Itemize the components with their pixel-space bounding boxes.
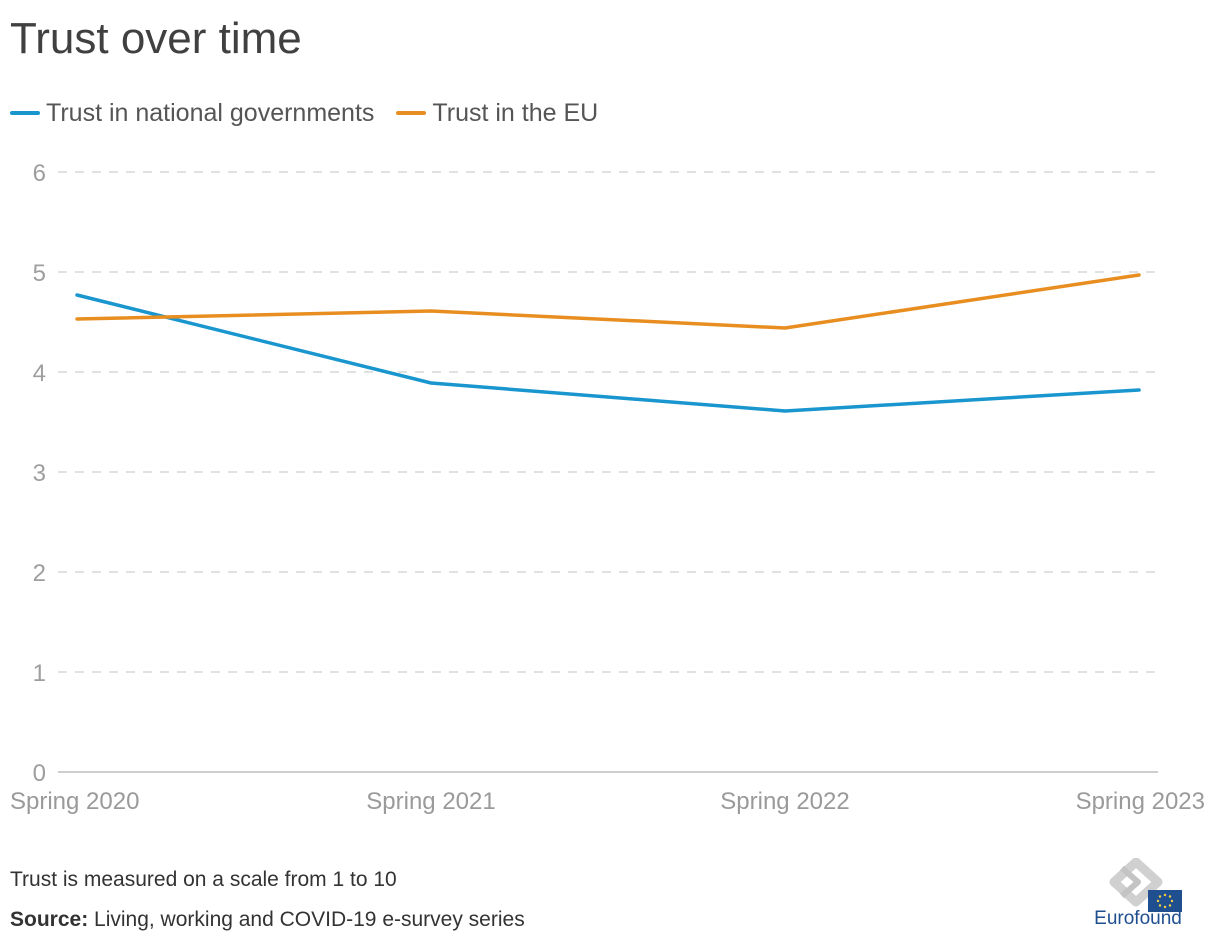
source-label: Source: — [10, 908, 89, 931]
eurofound-logo: Eurofound — [1088, 857, 1188, 938]
x-tick-label: Spring 2023 — [1076, 788, 1205, 815]
chart-legend: Trust in national governments Trust in t… — [10, 96, 598, 130]
y-tick-label: 0 — [33, 760, 46, 787]
series-line-eu — [75, 273, 1141, 330]
logo-text: Eurofound — [1094, 908, 1182, 929]
y-tick-label: 6 — [33, 160, 46, 187]
legend-item-eu: Trust in the EU — [396, 99, 598, 128]
x-tick-label: Spring 2020 — [10, 788, 139, 815]
legend-label-eu: Trust in the EU — [432, 98, 599, 127]
legend-swatch-national-governments — [10, 111, 40, 115]
source-line: Source: Living, working and COVID-19 e-s… — [10, 908, 525, 932]
source-text: Living, working and COVID-19 e-survey se… — [88, 908, 525, 931]
footnote: Trust is measured on a scale from 1 to 1… — [10, 868, 397, 891]
y-tick-label: 1 — [33, 660, 46, 687]
y-tick-label: 2 — [33, 560, 46, 587]
y-tick-label: 4 — [33, 360, 46, 387]
legend-label-national-governments: Trust in national governments — [46, 98, 375, 127]
y-tick-label: 3 — [33, 460, 46, 487]
x-tick-label: Spring 2021 — [366, 788, 495, 815]
y-tick-label: 5 — [33, 260, 46, 287]
eurofound-logo-icon — [1109, 857, 1182, 912]
legend-item-national-governments: Trust in national governments — [10, 99, 374, 128]
x-tick-label: Spring 2022 — [720, 788, 849, 815]
legend-swatch-eu — [396, 111, 427, 115]
series-line-national-governments — [75, 293, 1141, 413]
chart-title: Trust over time — [10, 14, 302, 63]
